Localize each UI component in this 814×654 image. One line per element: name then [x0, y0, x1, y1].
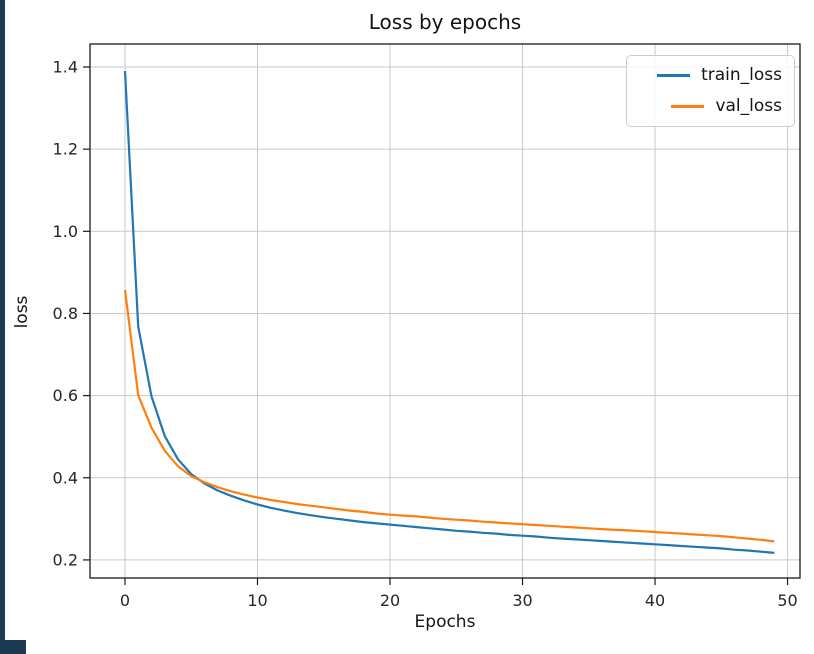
x-tick-label: 30 [512, 591, 532, 610]
x-tick-label: 50 [777, 591, 797, 610]
y-tick-label: 0.4 [53, 468, 78, 487]
x-tick-label: 40 [645, 591, 665, 610]
y-tick-label: 1.2 [53, 140, 78, 159]
y-tick-label: 0.8 [53, 304, 78, 323]
chart-title: Loss by epochs [368, 10, 522, 34]
legend-entry-train-loss: train_loss [639, 65, 782, 86]
x-tick-label: 20 [380, 591, 400, 610]
legend-label-train-loss: train_loss [701, 65, 782, 85]
y-tick-label: 1.4 [53, 58, 78, 77]
y-tick-label: 0.6 [53, 386, 78, 405]
val_loss-line [123, 289, 775, 543]
legend: train_loss val_loss [626, 55, 795, 127]
y-tick-label: 0.2 [53, 550, 78, 569]
train-loss-line-swatch [657, 74, 691, 77]
x-tick-label: 10 [247, 591, 267, 610]
legend-label-val-loss: val_loss [715, 96, 782, 116]
legend-entry-val-loss: val_loss [639, 96, 782, 117]
desktop-edge-left [0, 0, 5, 654]
desktop-edge-bottom-left-corner [0, 640, 26, 654]
y-tick-label: 1.0 [53, 222, 78, 241]
x-tick-label: 0 [120, 591, 130, 610]
plot-spines [89, 43, 801, 579]
train_loss-line [123, 71, 775, 554]
val-loss-line-swatch [671, 105, 705, 108]
tick-labels: 0 10 20 30 40 50 0.2 0.4 0.6 0.8 1.0 1.2 1.4 [53, 58, 798, 610]
tick-marks [83, 66, 789, 585]
x-axis-label: Epochs [414, 612, 476, 632]
y-axis-label: loss [12, 295, 32, 329]
